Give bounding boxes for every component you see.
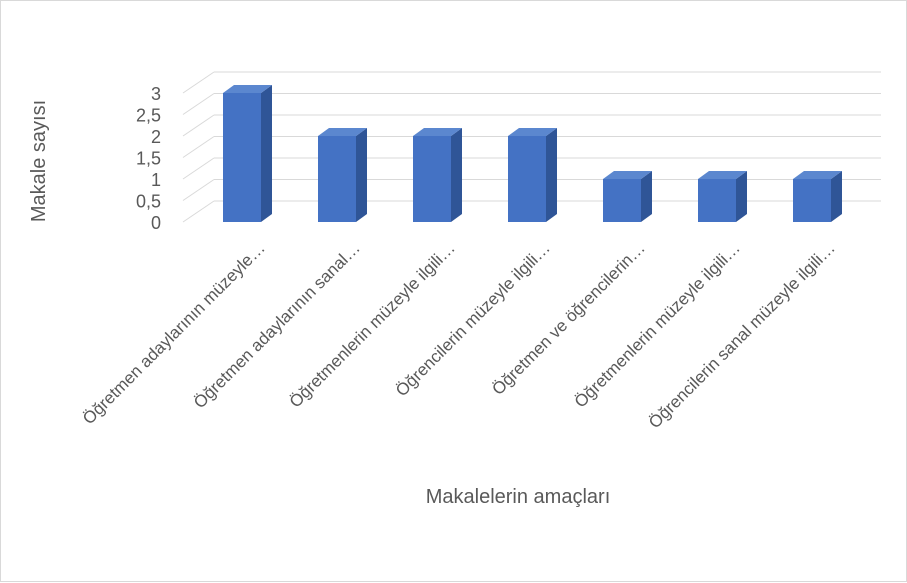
bar-front — [508, 136, 546, 222]
bar-side — [831, 171, 842, 222]
bar-front — [698, 179, 736, 222]
bar-top — [318, 128, 367, 136]
gridline-diag — [182, 114, 215, 137]
y-tick-label: 0 — [151, 213, 161, 233]
bar-front — [318, 136, 356, 222]
x-tick-label: Öğrencilerin müzeyle ilgili… — [392, 238, 554, 400]
x-tick-label: Öğretmen adaylarının müzeyle… — [79, 238, 269, 428]
x-tick-label: Öğretmen ve öğrencilerin… — [488, 238, 648, 398]
bar-front — [603, 179, 641, 222]
bar — [603, 171, 652, 222]
bar-top — [698, 171, 747, 179]
gridline-diag — [182, 136, 215, 158]
bar-side — [546, 128, 557, 222]
bar — [318, 128, 367, 222]
bar — [413, 128, 462, 222]
bar-front — [793, 179, 831, 222]
gridline-diag — [182, 71, 215, 94]
y-axis-title: Makale sayısı — [28, 100, 50, 222]
x-tick-label: Öğretmen adaylarının sanal… — [190, 238, 364, 412]
bar-side — [641, 171, 652, 222]
bar-top — [508, 128, 557, 136]
bars — [223, 85, 842, 222]
bar-front — [223, 93, 261, 222]
bar-side — [261, 85, 272, 222]
bar — [793, 171, 842, 222]
bar-top — [603, 171, 652, 179]
bar — [698, 171, 747, 222]
y-tick-label: 2 — [151, 127, 161, 147]
bar-top — [793, 171, 842, 179]
gridline-diag — [182, 179, 215, 201]
y-tick-label: 3 — [151, 84, 161, 104]
gridline-diag — [182, 200, 215, 223]
bar-top — [413, 128, 462, 136]
bar — [223, 85, 272, 222]
bar-side — [736, 171, 747, 222]
y-tick-label: 1,5 — [136, 149, 161, 169]
x-axis-title: Makalelerin amaçları — [426, 486, 611, 508]
x-tick-label: Öğrencilerin sanal müzeyle ilgili… — [645, 238, 839, 432]
y-tick-label: 2,5 — [136, 106, 161, 126]
y-tick-label: 1 — [151, 170, 161, 190]
bar-front — [413, 136, 451, 222]
y-axis-ticks: 00,511,522,53 — [136, 84, 161, 233]
bar-side — [356, 128, 367, 222]
bar-side — [451, 128, 462, 222]
y-tick-label: 0,5 — [136, 192, 161, 212]
bar — [508, 128, 557, 222]
x-tick-label: Öğretmenlerin müzeyle ilgili… — [571, 238, 744, 411]
gridline-diag — [182, 157, 215, 180]
bar-top — [223, 85, 272, 93]
x-tick-label: Öğretmenlerin müzeyle ilgili… — [286, 238, 459, 411]
gridline-diag — [182, 93, 215, 115]
x-axis-labels: Öğretmen adaylarının müzeyle…Öğretmen ad… — [79, 238, 839, 432]
